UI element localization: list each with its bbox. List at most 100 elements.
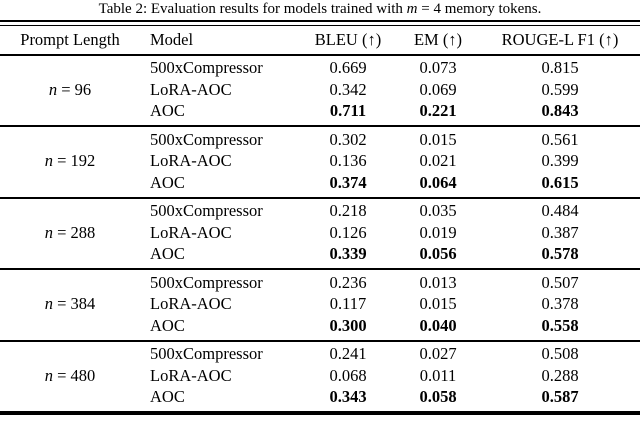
em-value-cell: 0.221 bbox=[419, 101, 457, 121]
em-value-cell: 0.073 bbox=[419, 58, 457, 78]
prompt-length-eq: = bbox=[57, 365, 67, 385]
model-name-cell: AOC bbox=[150, 101, 185, 121]
model-name-cell: LoRA-AOC bbox=[150, 294, 232, 314]
rouge-value-cell: 0.558 bbox=[541, 315, 579, 335]
prompt-length-eq: = bbox=[57, 151, 67, 171]
model-name-cell: LoRA-AOC bbox=[150, 79, 232, 99]
em-value-cell: 0.027 bbox=[419, 344, 457, 364]
prompt-length-eq: = bbox=[61, 79, 71, 99]
em-value-cell: 0.058 bbox=[419, 387, 457, 407]
prompt-length-var: n bbox=[44, 294, 53, 314]
top-rule-lower bbox=[0, 24, 640, 26]
prompt-length-value: 288 bbox=[70, 222, 96, 242]
rouge-value-cell: 0.399 bbox=[541, 151, 579, 171]
bleu-value-cell: 0.339 bbox=[329, 244, 367, 264]
group-separator-rule bbox=[0, 125, 640, 127]
em-value-cell: 0.015 bbox=[419, 294, 457, 314]
prompt-length-group: n = 480 500xCompressor 0.241 0.027 0.508… bbox=[0, 342, 640, 412]
rouge-value-cell: 0.484 bbox=[541, 201, 579, 221]
bleu-value-cell: 0.342 bbox=[329, 79, 367, 99]
prompt-length-value: 384 bbox=[70, 294, 96, 314]
rouge-value-cell: 0.508 bbox=[541, 344, 579, 364]
group-separator-rule bbox=[0, 339, 640, 342]
prompt-length-label: n = 96 bbox=[0, 80, 140, 100]
model-name-cell: LoRA-AOC bbox=[150, 222, 232, 242]
caption-text-suffix: = 4 memory tokens. bbox=[417, 1, 542, 17]
model-name-cell: 500xCompressor bbox=[150, 129, 263, 149]
prompt-length-var: n bbox=[44, 365, 53, 385]
prompt-length-eq: = bbox=[57, 222, 67, 242]
prompt-length-value: 480 bbox=[70, 365, 96, 385]
rouge-value-cell: 0.561 bbox=[541, 129, 579, 149]
bleu-value-cell: 0.218 bbox=[329, 201, 367, 221]
prompt-length-label: n = 192 bbox=[0, 151, 140, 171]
header-prompt-length: Prompt Length bbox=[20, 30, 120, 49]
em-value-cell: 0.013 bbox=[419, 272, 457, 292]
em-value-cell: 0.021 bbox=[419, 151, 457, 171]
model-name-cell: 500xCompressor bbox=[150, 201, 263, 221]
model-name-cell: AOC bbox=[150, 387, 185, 407]
prompt-length-var: n bbox=[48, 79, 58, 99]
prompt-length-group: n = 384 500xCompressor 0.236 0.013 0.507… bbox=[0, 270, 640, 340]
model-name-cell: AOC bbox=[150, 172, 185, 192]
prompt-length-value: 96 bbox=[74, 79, 92, 99]
rouge-value-cell: 0.288 bbox=[541, 365, 579, 385]
model-name-cell: LoRA-AOC bbox=[150, 365, 232, 385]
group-separator-rule bbox=[0, 196, 640, 199]
caption-text-prefix: Table 2: Evaluation results for models t… bbox=[98, 1, 407, 17]
rouge-value-cell: 0.815 bbox=[541, 58, 579, 78]
prompt-length-label: n = 288 bbox=[0, 223, 140, 243]
bleu-value-cell: 0.241 bbox=[329, 344, 367, 364]
prompt-length-var: n bbox=[44, 151, 53, 171]
bleu-value-cell: 0.136 bbox=[329, 151, 367, 171]
bleu-value-cell: 0.117 bbox=[329, 294, 367, 314]
group-separator-rule bbox=[0, 268, 640, 270]
header-bleu: BLEU (↑) bbox=[314, 30, 382, 49]
top-rule-upper bbox=[0, 20, 640, 22]
em-value-cell: 0.019 bbox=[419, 222, 457, 242]
bottom-rule bbox=[0, 411, 640, 415]
model-name-cell: 500xCompressor bbox=[150, 272, 263, 292]
header-em: EM (↑) bbox=[413, 30, 463, 49]
prompt-length-value: 192 bbox=[70, 151, 96, 171]
bleu-value-cell: 0.068 bbox=[329, 365, 367, 385]
rouge-value-cell: 0.578 bbox=[541, 244, 579, 264]
bleu-value-cell: 0.343 bbox=[329, 387, 367, 407]
prompt-length-group: n = 192 500xCompressor 0.302 0.015 0.561… bbox=[0, 127, 640, 197]
caption-math-var: m bbox=[406, 1, 418, 17]
em-value-cell: 0.011 bbox=[419, 365, 457, 385]
em-value-cell: 0.069 bbox=[419, 79, 457, 99]
rouge-value-cell: 0.378 bbox=[541, 294, 579, 314]
prompt-length-label: n = 384 bbox=[0, 294, 140, 314]
prompt-length-eq: = bbox=[57, 294, 67, 314]
prompt-length-group: n = 288 500xCompressor 0.218 0.035 0.484… bbox=[0, 199, 640, 269]
prompt-length-group: n = 96 500xCompressor 0.669 0.073 0.815 … bbox=[0, 56, 640, 126]
model-name-cell: AOC bbox=[150, 315, 185, 335]
table-caption: Table 2: Evaluation results for models t… bbox=[0, 1, 640, 17]
bleu-value-cell: 0.711 bbox=[329, 101, 367, 121]
model-name-cell: 500xCompressor bbox=[150, 344, 263, 364]
rouge-value-cell: 0.615 bbox=[541, 172, 579, 192]
model-name-cell: LoRA-AOC bbox=[150, 151, 232, 171]
bleu-value-cell: 0.669 bbox=[329, 58, 367, 78]
header-rule bbox=[0, 54, 640, 56]
prompt-length-label: n = 480 bbox=[0, 366, 140, 386]
rouge-value-cell: 0.387 bbox=[541, 222, 579, 242]
rouge-value-cell: 0.599 bbox=[541, 79, 579, 99]
prompt-length-var: n bbox=[44, 222, 53, 242]
rouge-value-cell: 0.587 bbox=[541, 387, 579, 407]
header-rouge: ROUGE-L F1 (↑) bbox=[501, 30, 619, 49]
model-name-cell: 500xCompressor bbox=[150, 58, 263, 78]
bleu-value-cell: 0.236 bbox=[329, 272, 367, 292]
bleu-value-cell: 0.300 bbox=[329, 315, 367, 335]
em-value-cell: 0.040 bbox=[419, 315, 457, 335]
bleu-value-cell: 0.126 bbox=[329, 222, 367, 242]
bleu-value-cell: 0.374 bbox=[329, 172, 367, 192]
em-value-cell: 0.064 bbox=[419, 172, 457, 192]
em-value-cell: 0.015 bbox=[419, 129, 457, 149]
rouge-value-cell: 0.507 bbox=[541, 272, 579, 292]
header-model: Model bbox=[150, 30, 194, 49]
em-value-cell: 0.056 bbox=[419, 244, 457, 264]
rouge-value-cell: 0.843 bbox=[541, 101, 579, 121]
